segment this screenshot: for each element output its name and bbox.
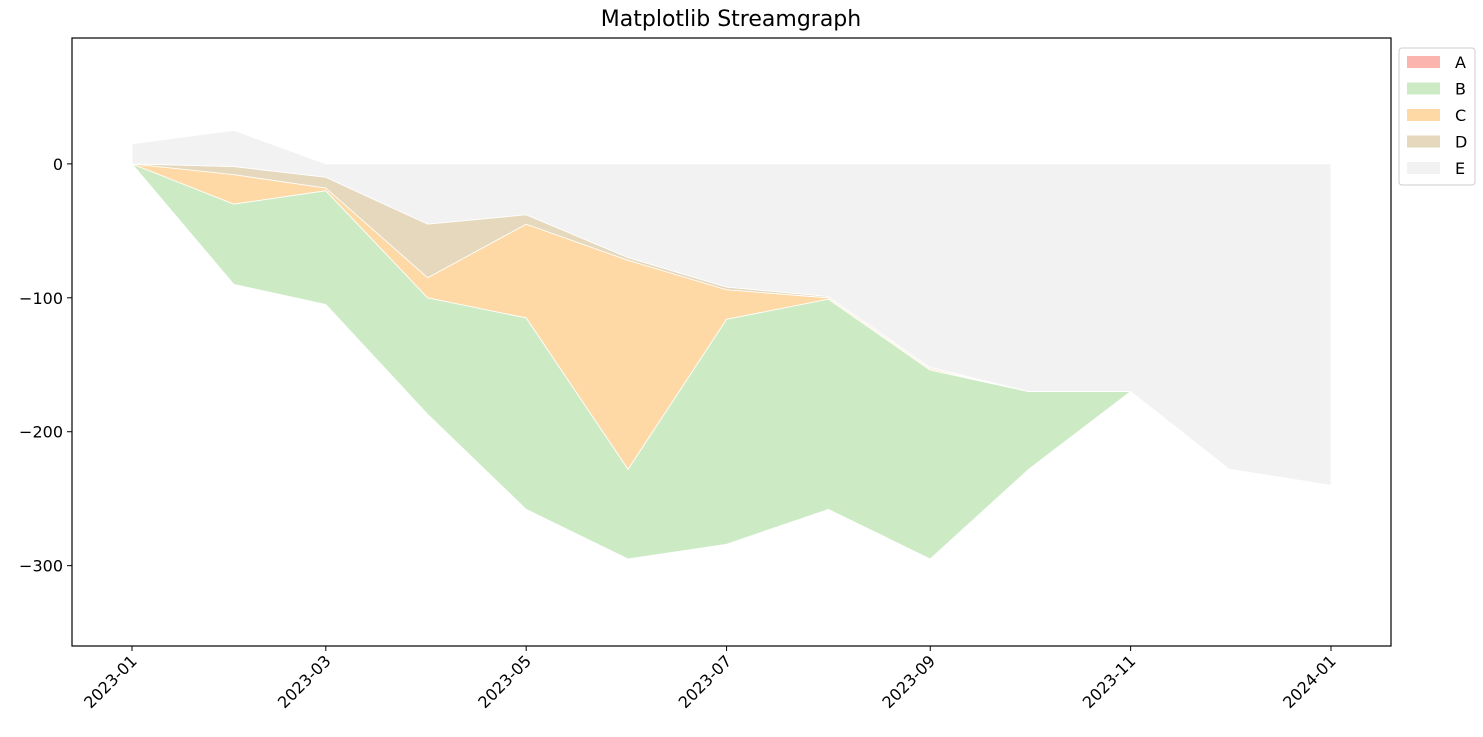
x-tick-label: 2023-11 [1079, 651, 1140, 712]
x-tick-label: 2023-05 [474, 651, 535, 712]
legend-swatch [1407, 135, 1440, 148]
legend-swatch [1407, 56, 1440, 68]
legend-swatch [1407, 162, 1440, 174]
axes-frame [71, 37, 1392, 647]
y-tick-label: −200 [19, 423, 63, 442]
stream-layer [131, 129, 1332, 486]
y-tick-label: −300 [19, 557, 63, 576]
legend-swatch [1407, 82, 1440, 95]
y-tick-label: −100 [19, 289, 63, 308]
chart-title: Matplotlib Streamgraph [601, 7, 861, 32]
legend-label: C [1455, 106, 1466, 125]
x-tick-label: 2023-03 [274, 651, 335, 712]
x-tick-label: 2023-01 [80, 651, 141, 712]
x-tick-label: 2023-07 [675, 651, 736, 712]
legend-label: A [1455, 53, 1466, 72]
legend-label: B [1455, 80, 1466, 99]
y-tick-label: 0 [53, 155, 63, 174]
plot-area [131, 129, 1332, 560]
legend-label: D [1455, 133, 1467, 152]
legend-label: E [1455, 159, 1465, 178]
x-tick-label: 2023-09 [878, 651, 939, 712]
legend-swatch [1407, 109, 1440, 121]
x-tick-label: 2024-01 [1279, 651, 1340, 712]
